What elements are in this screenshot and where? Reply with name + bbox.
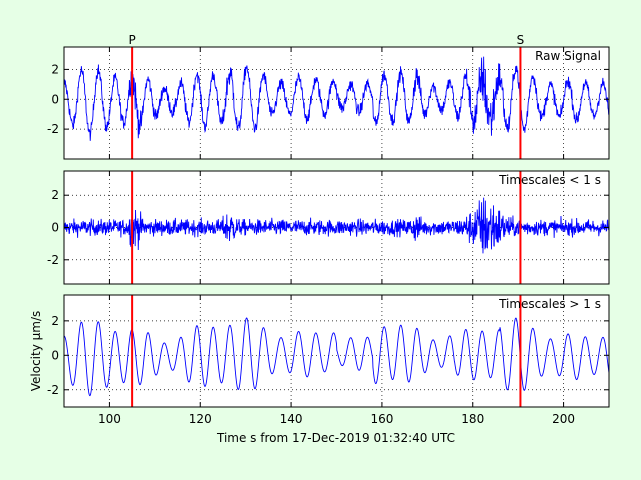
x-tick-label: 180 (461, 412, 484, 426)
y-tick-label: -2 (47, 383, 59, 397)
x-axis-label: Time s from 17-Dec-2019 01:32:40 UTC (216, 431, 455, 445)
y-tick-label: 2 (51, 62, 59, 76)
long-timescale-frame (63, 294, 610, 408)
y-tick-label: 0 (51, 92, 59, 106)
y-tick-label: 2 (51, 314, 59, 328)
short-timescale-trace (63, 197, 610, 254)
raw-signal-axes (63, 46, 610, 160)
y-tick-label: -2 (47, 253, 59, 267)
phase-marker-label: P (129, 33, 136, 47)
x-tick-label: 200 (552, 412, 575, 426)
x-tick-label: 160 (370, 412, 393, 426)
raw-signal-title: Raw Signal (535, 49, 601, 63)
long-timescale-axes (63, 294, 610, 408)
x-tick-label: 140 (280, 412, 303, 426)
long-timescale-panel: -2 0 2 100 120 140 160 180 200 Timescales > 1 s (47, 294, 610, 426)
raw-signal-trace (63, 56, 610, 141)
raw-signal-frame (63, 46, 610, 160)
y-tick-label: 2 (51, 188, 59, 202)
y-axis-label: Velocity μm/s (29, 311, 43, 392)
x-tick-label: 100 (98, 412, 121, 426)
long-timescale-title: Timescales > 1 s (498, 297, 601, 311)
x-tick-label: 120 (189, 412, 212, 426)
y-tick-label: -2 (47, 122, 59, 136)
y-tick-label: 0 (51, 221, 59, 235)
y-tick-label: 0 (51, 348, 59, 362)
raw-signal-panel: P S -2 0 2 Raw Signal (47, 33, 610, 160)
long-timescale-trace (63, 317, 610, 397)
short-timescale-title: Timescales < 1 s (498, 173, 601, 187)
phase-marker-label: S (517, 33, 525, 47)
short-timescale-panel: -2 0 2 Timescales < 1 s (47, 170, 610, 285)
